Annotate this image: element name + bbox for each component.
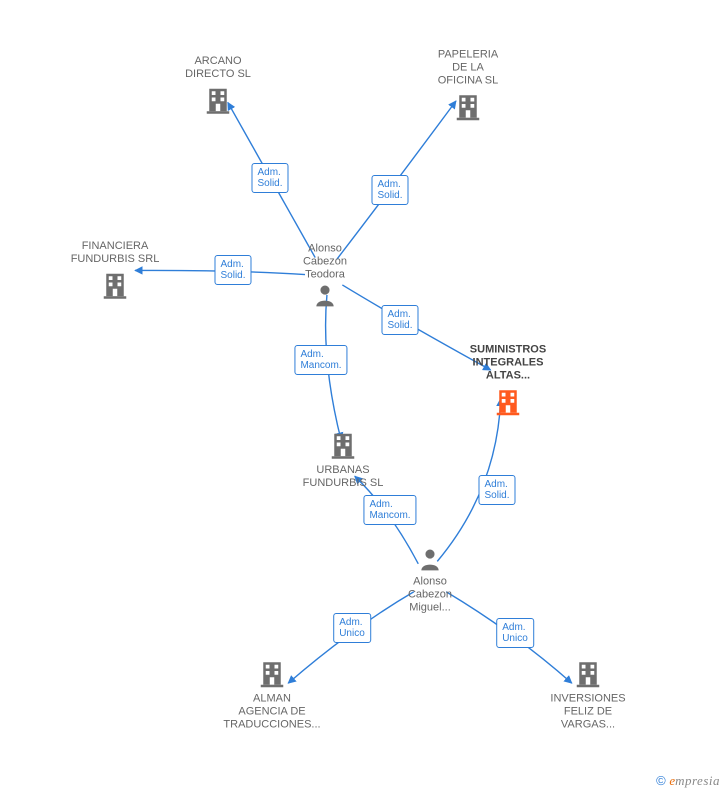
building-icon	[257, 659, 287, 689]
node-label: ARCANO DIRECTO SL	[185, 55, 251, 81]
company-node-c2: PAPELERIA DE LA OFICINA SL	[408, 49, 528, 122]
node-label: Alonso Cabezon Teodora	[303, 243, 347, 282]
company-node-c1: ARCANO DIRECTO SL	[158, 55, 278, 115]
watermark: © empresia	[656, 773, 720, 789]
building-icon	[573, 659, 603, 689]
copyright-symbol: ©	[656, 773, 666, 788]
building-icon	[493, 387, 523, 417]
edge-label: Adm. Mancom.	[363, 495, 416, 525]
company-node-c4: URBANAS FUNDURBIS SL	[283, 430, 403, 490]
node-label: URBANAS FUNDURBIS SL	[303, 464, 384, 490]
person-node-p2: Alonso Cabezon Miguel...	[370, 546, 490, 615]
brand-rest: mpresia	[675, 773, 720, 788]
company-node-c3: FINANCIERA FUNDURBIS SRL	[55, 240, 175, 300]
edge-label: Adm. Solid.	[214, 255, 251, 285]
person-node-p1: Alonso Cabezon Teodora	[265, 241, 385, 310]
org-network-diagram: Alonso Cabezon Teodora Alonso Cabezon Mi…	[0, 0, 728, 795]
person-icon	[312, 282, 338, 310]
edge-label: Adm. Mancom.	[294, 345, 347, 375]
node-label: ALMAN AGENCIA DE TRADUCCIONES...	[223, 693, 320, 732]
node-label: FINANCIERA FUNDURBIS SRL	[71, 240, 160, 266]
building-icon	[203, 85, 233, 115]
node-label: SUMINISTROS INTEGRALES ALTAS...	[470, 344, 546, 383]
company-node-c5: SUMINISTROS INTEGRALES ALTAS...	[448, 344, 568, 417]
edge-label: Adm. Unico	[333, 613, 371, 643]
building-icon	[453, 92, 483, 122]
company-node-c6: ALMAN AGENCIA DE TRADUCCIONES...	[212, 659, 332, 732]
edge-label: Adm. Solid.	[381, 305, 418, 335]
edge-label: Adm. Solid.	[478, 475, 515, 505]
edge-label: Adm. Solid.	[251, 163, 288, 193]
node-label: INVERSIONES FELIZ DE VARGAS...	[550, 693, 625, 732]
edge-label: Adm. Solid.	[371, 175, 408, 205]
edge-label: Adm. Unico	[496, 618, 534, 648]
node-label: Alonso Cabezon Miguel...	[408, 576, 452, 615]
person-icon	[417, 546, 443, 574]
company-node-c7: INVERSIONES FELIZ DE VARGAS...	[528, 659, 648, 732]
node-label: PAPELERIA DE LA OFICINA SL	[438, 49, 499, 88]
building-icon	[328, 430, 358, 460]
building-icon	[100, 270, 130, 300]
